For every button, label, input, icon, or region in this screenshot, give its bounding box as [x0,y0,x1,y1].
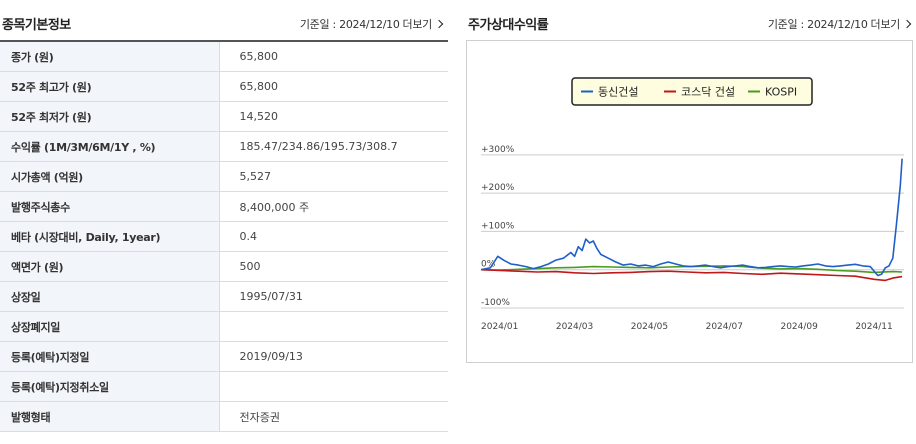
info-row-value [219,311,448,342]
info-row: 발행주식총수 8,400,000 주 [0,191,448,222]
info-row: 수익률 (1M/3M/6M/1Y , %) 185.47/234.86/195.7… [0,131,448,162]
stock-info-panel: 종목기본정보 기준일 : 2024/12/10 더보기 종가 (원) 65,800… [0,0,448,432]
info-row: 발행형태 전자증권 [0,401,448,432]
chevron-right-icon[interactable] [434,19,444,29]
chart-canvas: +300% +200% +100% 0% -100% 2024/01 2024/03 2024… [480,77,904,332]
info-row-value: 전자증권 [219,401,448,432]
info-row-value: 65,800 [219,42,448,72]
y-tick-label: 0% [481,260,496,270]
info-row: 베타 (시장대비, Daily, 1year) 0.4 [0,221,448,252]
relative-return-header: 주가상대수익률 기준일 : 2024/12/10 더보기 [466,0,916,40]
info-row-label: 발행주식총수 [0,191,220,222]
x-tick-label: 2024/11 [855,322,892,332]
series-line-0 [480,158,903,277]
info-row: 상장폐지일 [0,311,448,342]
info-row-value: 5,527 [219,161,448,192]
x-tick-label: 2024/05 [631,322,668,332]
y-tick-label: +300% [481,145,515,155]
y-tick-label: -100% [481,298,510,308]
info-row-value: 2019/09/13 [219,341,448,372]
info-row-label: 시가총액 (억원) [0,161,220,192]
info-row-value: 1995/07/31 [219,281,448,312]
info-row-value: 65,800 [219,71,448,102]
info-row-label: 베타 (시장대비, Daily, 1year) [0,221,220,252]
legend-label: KOSPI [765,86,797,99]
info-row-label: 발행형태 [0,401,220,432]
x-tick-label: 2024/01 [481,322,518,332]
info-row: 등록(예탁)지정취소일 [0,371,448,402]
info-row: 52주 최저가 (원) 14,520 [0,101,448,132]
info-row: 시가총액 (억원) 5,527 [0,161,448,192]
more-link[interactable]: 더보기 [402,18,433,31]
info-row-value: 500 [219,251,448,282]
info-row-value: 185.47/234.86/195.73/308.7 [219,131,448,162]
info-row-value: 0.4 [219,221,448,252]
base-date-label: 기준일 : 2024/12/10 [299,18,400,31]
y-tick-label: +100% [481,221,515,231]
info-row: 종가 (원) 65,800 [0,42,448,72]
chart-base-date-label: 기준일 : 2024/12/10 [767,18,868,31]
info-row-label: 52주 최고가 (원) [0,71,220,102]
series-line-1 [480,268,903,282]
stock-info-meta: 기준일 : 2024/12/10 더보기 [300,16,444,32]
info-row-label: 종가 (원) [0,42,220,72]
info-row: 52주 최고가 (원) 65,800 [0,71,448,102]
relative-return-title: 주가상대수익률 [468,18,549,33]
legend-label: 동신건설 [598,86,638,99]
info-row-label: 등록(예탁)지정일 [0,341,220,372]
legend-label: 코스닥 건설 [681,86,735,99]
info-row-label: 수익률 (1M/3M/6M/1Y , %) [0,131,220,162]
info-row: 액면가 (원) 500 [0,251,448,282]
relative-return-meta: 기준일 : 2024/12/10 더보기 [768,16,912,32]
x-tick-label: 2024/03 [556,322,593,332]
stock-info-title: 종목기본정보 [2,18,71,33]
stock-info-header: 종목기본정보 기준일 : 2024/12/10 더보기 [0,0,448,42]
info-row-value: 8,400,000 주 [219,191,448,222]
chart-more-link[interactable]: 더보기 [870,18,901,31]
x-tick-label: 2024/07 [706,322,743,332]
info-row-value: 14,520 [219,101,448,132]
info-row-label: 액면가 (원) [0,251,220,282]
info-row-label: 상장일 [0,281,220,312]
y-tick-label: +200% [481,183,515,193]
info-row: 상장일 1995/07/31 [0,281,448,312]
chevron-right-icon[interactable] [902,19,912,29]
relative-return-panel: 주가상대수익률 기준일 : 2024/12/10 더보기 +300% +200% +… [466,0,916,363]
x-tick-label: 2024/09 [780,322,818,332]
info-row-label: 상장폐지일 [0,311,220,342]
info-row-value [219,371,448,402]
stock-info-table: 종가 (원) 65,800 52주 최고가 (원) 65,800 52주 최저가 (원)… [0,42,448,432]
legend-box [571,77,813,106]
info-row: 등록(예탁)지정일 2019/09/13 [0,341,448,372]
info-row-label: 등록(예탁)지정취소일 [0,371,220,402]
relative-return-chart: +300% +200% +100% 0% -100% 2024/01 2024/03 2024… [466,40,913,363]
info-row-label: 52주 최저가 (원) [0,101,220,132]
